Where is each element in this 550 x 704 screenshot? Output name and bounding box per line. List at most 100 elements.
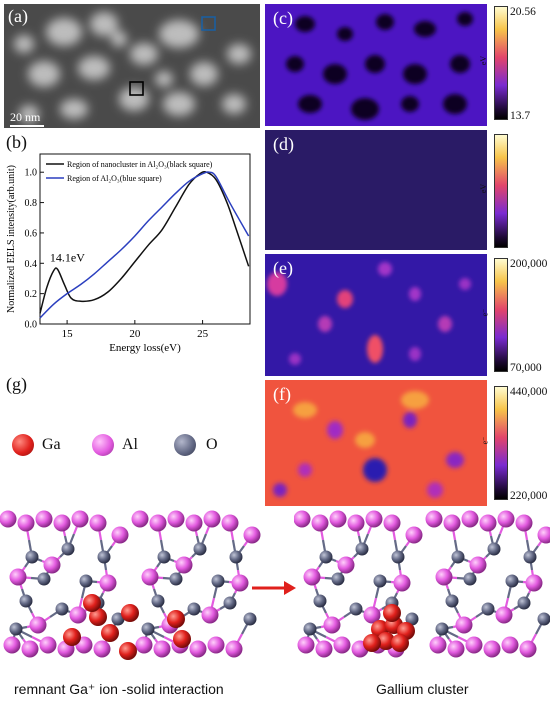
colorbar-c-min: 13.7 xyxy=(510,110,531,122)
legend-ga-label: Ga xyxy=(42,436,61,453)
al-atom xyxy=(297,636,315,654)
map-c-panel: (c) xyxy=(265,4,487,126)
al-atom xyxy=(501,636,519,654)
colorbar-e xyxy=(494,258,508,372)
al-atom xyxy=(141,568,159,586)
count-map-f xyxy=(265,380,487,506)
o-atom xyxy=(303,622,317,636)
al-atom xyxy=(225,640,243,658)
o-atom xyxy=(243,612,257,626)
al-atom xyxy=(425,510,443,528)
o-atom xyxy=(331,572,345,586)
y-tick-label: 1.0 xyxy=(25,168,38,179)
al-atom xyxy=(435,568,453,586)
o-atom xyxy=(319,550,333,564)
o-atom xyxy=(25,550,39,564)
colorbar-f-min: 220,000 xyxy=(510,490,548,502)
al-atom xyxy=(43,556,61,574)
o-atom xyxy=(79,574,93,588)
colorbar-d-unit: eV xyxy=(479,183,489,194)
o-atom xyxy=(537,612,550,626)
al-atom xyxy=(461,510,479,528)
al-atom xyxy=(189,640,207,658)
y-tick-label: 0.2 xyxy=(25,289,38,300)
o-atom xyxy=(193,542,207,556)
al-atom xyxy=(497,510,515,528)
o-atom xyxy=(349,602,363,616)
o-atom xyxy=(229,550,243,564)
energy-map-c xyxy=(265,4,487,126)
ga-atom xyxy=(167,610,185,628)
panel-c-label: (c) xyxy=(273,8,293,28)
colorbar-e-min: 70,000 xyxy=(510,362,542,374)
al-atom xyxy=(207,636,225,654)
o-atom xyxy=(61,542,75,556)
colorbar-c-unit: eV xyxy=(479,55,489,66)
ga-atom xyxy=(63,628,81,646)
o-atom xyxy=(463,572,477,586)
o-atom xyxy=(211,574,225,588)
x-tick-label: 25 xyxy=(197,328,209,340)
series-line-1 xyxy=(39,170,250,314)
crystal-structure-left xyxy=(0,510,261,660)
o-atom xyxy=(451,550,465,564)
al-atom xyxy=(0,510,17,528)
al-atom xyxy=(383,514,401,532)
o-atom-icon xyxy=(174,434,196,456)
map-f-panel: (f) xyxy=(265,380,487,506)
o-atom xyxy=(373,574,387,588)
panel-g-label: (g) xyxy=(6,374,27,394)
al-atom xyxy=(21,640,39,658)
map-e-panel: (e) xyxy=(265,254,487,376)
eels-chart: 15 20 25 0.0 0.2 0.4 0.6 0.8 1.0 Energy loss(eV) N… xyxy=(6,153,251,354)
o-atom xyxy=(111,612,125,626)
al-atom xyxy=(483,640,501,658)
al-atom xyxy=(203,510,221,528)
o-atom xyxy=(169,572,183,586)
o-atom xyxy=(97,550,111,564)
ga-atom xyxy=(383,604,401,622)
al-atom xyxy=(29,616,47,634)
al-atom xyxy=(135,636,153,654)
colorbar-c-max: 20.56 xyxy=(510,6,536,18)
series-line-2 xyxy=(39,171,250,319)
al-atom xyxy=(303,568,321,586)
o-atom xyxy=(435,622,449,636)
caption-left: remnant Ga⁺ ion -solid interaction xyxy=(14,681,224,697)
atom-group xyxy=(294,510,550,658)
al-atom xyxy=(17,514,35,532)
x-tick-label: 15 xyxy=(62,328,74,340)
panel-b-label: (b) xyxy=(6,132,27,152)
al-atom xyxy=(333,636,351,654)
colorbar-f-max: 440,000 xyxy=(510,386,548,398)
o-atom xyxy=(151,594,165,608)
al-atom xyxy=(329,510,347,528)
al-atom xyxy=(323,616,341,634)
map-d-panel: (d) xyxy=(265,130,487,250)
o-atom xyxy=(505,574,519,588)
atom-legend: Ga Al O xyxy=(0,428,260,468)
stem-image xyxy=(4,4,260,128)
caption-right: Gallium cluster xyxy=(376,681,469,697)
eels-chart-panel: (b) 15 20 25 0.0 0.2 0.4 0.6 0.8 1.0 Energy loss(… xyxy=(4,130,260,370)
al-atom xyxy=(99,574,117,592)
ga-atom xyxy=(377,632,395,650)
o-atom xyxy=(391,550,405,564)
ga-atom xyxy=(83,594,101,612)
o-atom xyxy=(481,602,495,616)
transition-arrow-icon xyxy=(252,581,296,595)
al-atom xyxy=(3,636,21,654)
peak-annotation: 14.1eV xyxy=(50,250,85,264)
al-atom xyxy=(201,606,219,624)
al-atom xyxy=(111,526,129,544)
al-atom xyxy=(315,640,333,658)
al-atom xyxy=(455,616,473,634)
ga-atom xyxy=(101,624,119,642)
ga-atom xyxy=(363,634,381,652)
colorbar-e-unit: e⁻ xyxy=(480,308,490,317)
al-atom xyxy=(495,606,513,624)
o-atom xyxy=(37,572,51,586)
al-atom xyxy=(443,514,461,532)
al-atom xyxy=(429,636,447,654)
al-atom xyxy=(153,640,171,658)
